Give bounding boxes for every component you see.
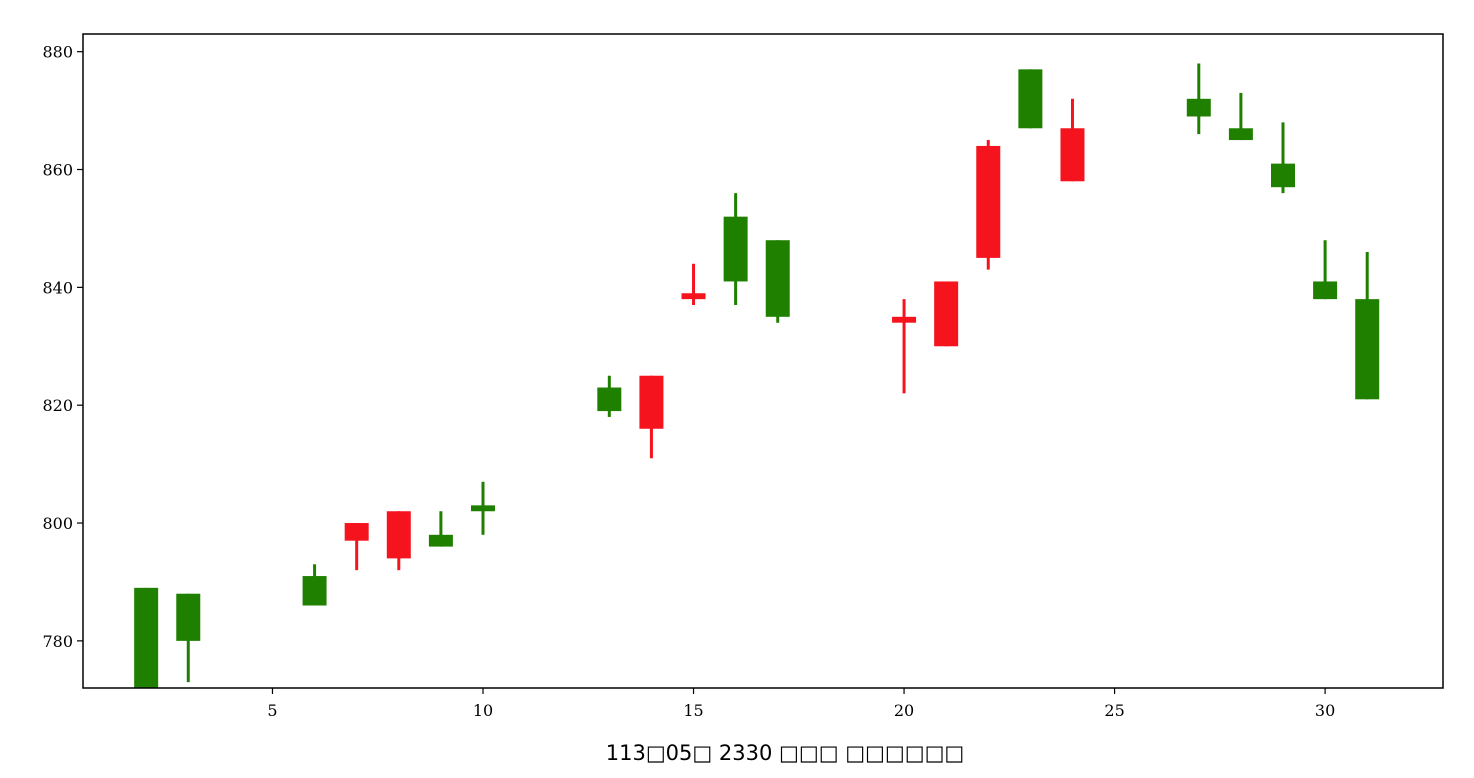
candle-24 bbox=[1060, 98, 1085, 182]
candle-22 bbox=[976, 140, 1001, 270]
candle-13 bbox=[597, 375, 622, 417]
candle-7 bbox=[344, 523, 369, 571]
candles-group bbox=[134, 63, 1380, 688]
candle-14 bbox=[639, 375, 664, 459]
y-tick-label: 780 bbox=[42, 632, 73, 651]
candle-body bbox=[1355, 299, 1380, 400]
x-tick-label: 15 bbox=[683, 701, 703, 720]
candle-body bbox=[765, 240, 790, 317]
candle-21 bbox=[934, 281, 959, 347]
candle-31 bbox=[1355, 252, 1380, 400]
candle-body bbox=[302, 576, 327, 606]
x-tick-label: 20 bbox=[894, 701, 914, 720]
candle-body bbox=[134, 587, 159, 688]
candle-30 bbox=[1313, 240, 1338, 300]
candle-body bbox=[934, 281, 959, 347]
candle-body bbox=[723, 216, 748, 282]
candle-body bbox=[976, 145, 1001, 258]
candle-body bbox=[597, 387, 622, 412]
candle-body bbox=[1018, 69, 1043, 129]
y-tick-label: 860 bbox=[42, 161, 73, 180]
candle-body bbox=[681, 293, 706, 300]
y-tick-label: 840 bbox=[42, 278, 73, 297]
candle-15 bbox=[681, 263, 706, 306]
candle-6 bbox=[302, 564, 327, 606]
y-axis: 780 800 820 840 860 880 bbox=[42, 43, 83, 651]
x-axis: 5 10 15 20 25 30 bbox=[267, 688, 1335, 720]
x-tick-label: 5 bbox=[267, 701, 277, 720]
candle-body bbox=[471, 505, 495, 512]
candle-20 bbox=[892, 299, 917, 394]
candle-body bbox=[344, 523, 369, 541]
candle-27 bbox=[1186, 63, 1211, 135]
candle-body bbox=[1313, 281, 1338, 300]
candle-10 bbox=[471, 481, 495, 535]
candle-body bbox=[1060, 128, 1085, 182]
y-tick-label: 800 bbox=[42, 514, 73, 533]
candle-2 bbox=[134, 587, 159, 688]
candle-body bbox=[1186, 98, 1211, 117]
x-tick-label: 10 bbox=[473, 701, 493, 720]
candle-29 bbox=[1271, 122, 1295, 194]
candle-body bbox=[639, 375, 664, 429]
candle-body bbox=[892, 316, 917, 323]
candle-3 bbox=[176, 593, 201, 683]
x-axis-label: 113□05□ 2330 □□□ □□□□□□ bbox=[606, 741, 965, 765]
x-tick-label: 30 bbox=[1315, 701, 1335, 720]
x-tick-label: 25 bbox=[1104, 701, 1124, 720]
candle-body bbox=[1228, 128, 1253, 141]
candle-body bbox=[176, 593, 201, 641]
plot-area-frame bbox=[82, 33, 1444, 689]
candle-23 bbox=[1018, 69, 1043, 129]
y-tick-label: 880 bbox=[42, 43, 73, 62]
candle-9 bbox=[428, 511, 453, 547]
y-tick-label: 820 bbox=[42, 396, 73, 415]
candle-8 bbox=[386, 511, 411, 571]
candle-body bbox=[1271, 163, 1295, 188]
candle-body bbox=[428, 534, 453, 547]
candle-16 bbox=[723, 193, 748, 306]
candle-17 bbox=[765, 240, 790, 323]
candle-28 bbox=[1228, 92, 1253, 141]
candle-body bbox=[386, 511, 411, 559]
